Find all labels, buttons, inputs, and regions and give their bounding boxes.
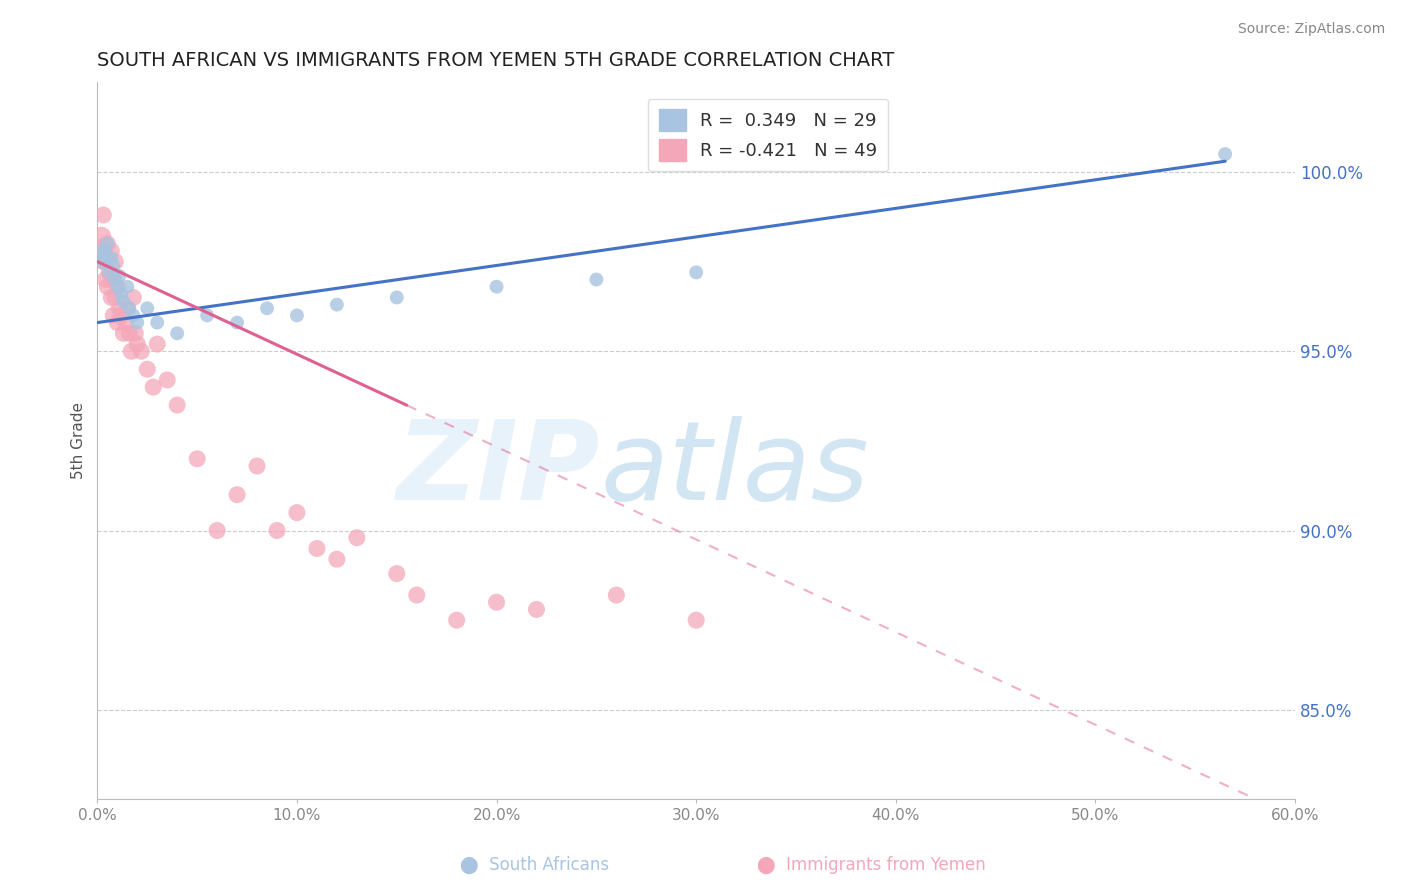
- Point: [585, 272, 607, 286]
- Point: [156, 373, 179, 387]
- Point: [98, 265, 121, 279]
- Point: [405, 588, 427, 602]
- Point: [105, 279, 128, 293]
- Point: [186, 451, 208, 466]
- Point: [226, 316, 249, 330]
- Text: ⬤  Immigrants from Yemen: ⬤ Immigrants from Yemen: [758, 855, 986, 874]
- Text: ⬤  South Africans: ⬤ South Africans: [460, 855, 609, 874]
- Point: [256, 301, 278, 316]
- Point: [110, 309, 132, 323]
- Point: [118, 301, 141, 316]
- Point: [146, 337, 169, 351]
- Point: [100, 290, 122, 304]
- Point: [385, 566, 408, 581]
- Point: [526, 602, 548, 616]
- Point: [103, 309, 125, 323]
- Point: [90, 229, 112, 244]
- Point: [326, 552, 349, 566]
- Point: [446, 613, 468, 627]
- Point: [117, 301, 139, 316]
- Point: [166, 326, 188, 341]
- Point: [105, 279, 128, 293]
- Point: [346, 531, 368, 545]
- Point: [108, 268, 131, 283]
- Point: [114, 316, 136, 330]
- Point: [91, 208, 114, 222]
- Point: [129, 344, 152, 359]
- Point: [91, 254, 114, 268]
- Point: [127, 337, 149, 351]
- Point: [112, 294, 135, 309]
- Point: [96, 236, 118, 251]
- Text: ZIP: ZIP: [396, 416, 600, 523]
- Point: [105, 316, 128, 330]
- Point: [117, 279, 139, 293]
- Point: [110, 286, 132, 301]
- Point: [104, 290, 127, 304]
- Point: [96, 279, 118, 293]
- Point: [98, 265, 121, 279]
- Point: [685, 265, 707, 279]
- Point: [103, 258, 125, 272]
- Text: SOUTH AFRICAN VS IMMIGRANTS FROM YEMEN 5TH GRADE CORRELATION CHART: SOUTH AFRICAN VS IMMIGRANTS FROM YEMEN 5…: [97, 51, 894, 70]
- Point: [122, 290, 145, 304]
- Point: [118, 326, 141, 341]
- Point: [1213, 147, 1236, 161]
- Point: [485, 279, 508, 293]
- Point: [90, 247, 112, 261]
- Point: [195, 309, 218, 323]
- Point: [94, 272, 117, 286]
- Point: [127, 316, 149, 330]
- Point: [96, 236, 118, 251]
- Point: [104, 272, 127, 286]
- Point: [136, 362, 159, 376]
- Point: [266, 524, 288, 538]
- Point: [112, 326, 135, 341]
- Point: [226, 488, 249, 502]
- Legend: R =  0.349   N = 29, R = -0.421   N = 49: R = 0.349 N = 29, R = -0.421 N = 49: [648, 98, 889, 171]
- Point: [94, 254, 117, 268]
- Point: [94, 244, 117, 258]
- Point: [246, 458, 269, 473]
- Point: [146, 316, 169, 330]
- Point: [142, 380, 165, 394]
- Point: [485, 595, 508, 609]
- Point: [100, 251, 122, 265]
- Point: [305, 541, 328, 556]
- Point: [326, 298, 349, 312]
- Point: [285, 506, 308, 520]
- Point: [385, 290, 408, 304]
- Text: atlas: atlas: [600, 416, 869, 523]
- Point: [124, 326, 146, 341]
- Point: [120, 344, 142, 359]
- Y-axis label: 5th Grade: 5th Grade: [72, 402, 86, 479]
- Point: [136, 301, 159, 316]
- Text: Source: ZipAtlas.com: Source: ZipAtlas.com: [1237, 22, 1385, 37]
- Point: [166, 398, 188, 412]
- Point: [89, 244, 111, 258]
- Point: [91, 254, 114, 268]
- Point: [104, 254, 127, 268]
- Point: [605, 588, 627, 602]
- Point: [103, 272, 125, 286]
- Point: [205, 524, 228, 538]
- Point: [685, 613, 707, 627]
- Point: [108, 301, 131, 316]
- Point: [100, 244, 122, 258]
- Point: [285, 309, 308, 323]
- Point: [122, 309, 145, 323]
